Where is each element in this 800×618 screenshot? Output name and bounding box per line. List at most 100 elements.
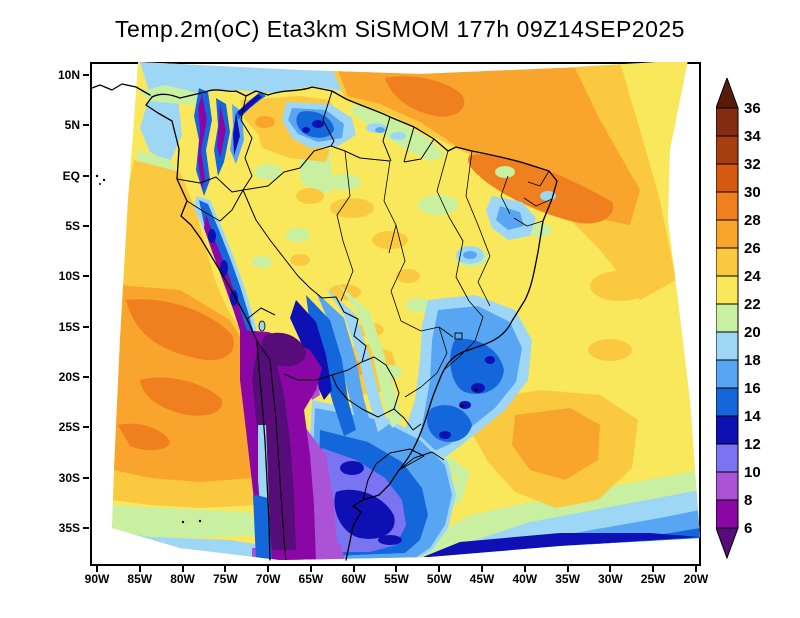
lon-tick-mark xyxy=(267,566,270,572)
colorbar-box-24-26 xyxy=(715,247,739,277)
lon-tick-mark xyxy=(694,566,697,572)
lon-tick-mark xyxy=(609,566,612,572)
lake-titicaca xyxy=(258,320,266,332)
lon-tick-label: 25W xyxy=(640,572,666,586)
sw-pacific-cool-bands xyxy=(112,505,268,560)
lon-tick-label: 80W xyxy=(170,572,195,586)
colorbar-label: 10 xyxy=(744,464,761,481)
lon-tick-mark xyxy=(438,566,441,572)
lat-tick-mark xyxy=(83,74,89,76)
colorbar-box-22-24 xyxy=(715,275,739,305)
lat-tick-label: 10S xyxy=(58,269,80,284)
reservoir-speck xyxy=(474,388,478,392)
lat-tick-mark xyxy=(83,376,89,379)
lon-tick-mark xyxy=(138,566,141,572)
lakes-and-islands xyxy=(95,174,478,524)
chart-title: Temp.2m(oC) Eta3km SiSMOM 177h 09Z14SEP2… xyxy=(115,16,685,42)
lon-tick-mark xyxy=(181,566,184,572)
lon-tick-mark xyxy=(481,566,484,572)
colorbar-box-20-22 xyxy=(715,303,739,333)
lon-tick-mark xyxy=(652,566,655,572)
colorbar-box-34-36 xyxy=(715,107,739,137)
lon-tick-mark xyxy=(395,566,398,572)
galapagos-islet xyxy=(95,174,99,178)
lon-tick-label: 55W xyxy=(384,572,409,586)
guiana-highlands-cool xyxy=(282,102,406,148)
reservoir-speck xyxy=(460,404,464,408)
lon-tick-label: 50W xyxy=(426,572,452,586)
colorbar-box-8-10 xyxy=(715,471,739,501)
pacific-islet xyxy=(198,519,202,523)
lat-tick-label: 5N xyxy=(64,118,80,133)
lat-tick-mark xyxy=(83,325,89,328)
lat-tick-mark xyxy=(83,124,89,127)
lon-tick-label: 85W xyxy=(127,572,153,586)
lat-tick-label: 30S xyxy=(58,470,80,485)
lon-tick-mark xyxy=(224,566,227,572)
lon-tick-label: 40W xyxy=(512,572,538,586)
lat-tick-label: 15S xyxy=(58,319,80,334)
colorbar-label: 18 xyxy=(744,352,761,369)
colorbar-label: 32 xyxy=(744,156,761,173)
colorbar-box-32-34 xyxy=(715,135,739,165)
colorbar-box-18-20 xyxy=(715,331,739,361)
lat-tick-label: EQ xyxy=(62,168,80,183)
lon-tick-label: 70W xyxy=(255,572,281,586)
colorbar-label: 34 xyxy=(744,128,761,145)
lon-tick-mark xyxy=(352,566,355,572)
colorbar-over-arrow xyxy=(715,76,739,109)
lon-tick-label: 20W xyxy=(683,572,709,586)
lon-tick-label: 35W xyxy=(555,572,580,586)
colorbar-scale: 36 34 32 30 28 26 24 22 20 18 16 14 12 10 8 6 xyxy=(715,76,761,560)
chile-coastal-strip xyxy=(255,425,270,560)
lat-tick-label: 25S xyxy=(58,420,80,435)
colorbar-label: 12 xyxy=(744,436,761,453)
galapagos-islet xyxy=(99,183,101,185)
colorbar-box-26-28 xyxy=(715,219,739,249)
colorbar-label: 6 xyxy=(744,520,752,537)
colorbar-label: 30 xyxy=(744,184,761,201)
pampas-cold-pool xyxy=(308,400,456,560)
colorbar-label: 14 xyxy=(744,408,761,425)
lat-tick-mark xyxy=(83,225,89,228)
colorbar-label: 20 xyxy=(744,324,761,341)
lon-tick-mark xyxy=(566,566,569,572)
colorbar-box-14-16 xyxy=(715,387,739,417)
lat-tick-mark xyxy=(83,275,89,278)
colorbar-label: 8 xyxy=(744,492,752,509)
colorbar-box-30-32 xyxy=(715,163,739,193)
lat-tick-label: 20S xyxy=(58,370,80,385)
colorbar-label: 24 xyxy=(744,268,761,285)
lat-tick-label: 5S xyxy=(65,219,80,234)
colorbar: 36 34 32 30 28 26 24 22 20 18 16 14 12 10 8 6 xyxy=(715,76,800,560)
lon-tick-label: 75W xyxy=(212,572,238,586)
colorbar-label: 36 xyxy=(744,100,761,117)
map-frame xyxy=(90,62,701,566)
north-atlantic-warm xyxy=(330,62,676,361)
lon-tick-label: 60W xyxy=(341,572,367,586)
country-borders xyxy=(176,90,445,561)
lon-tick-mark xyxy=(96,566,98,572)
lon-tick-mark xyxy=(309,566,312,572)
colorbar-under-arrow xyxy=(715,527,739,560)
colorbar-label: 28 xyxy=(744,212,761,229)
colorbar-label: 26 xyxy=(744,240,761,257)
lat-tick-mark xyxy=(83,174,89,177)
lat-tick-label: 10N xyxy=(57,68,80,82)
lat-tick-mark xyxy=(83,426,89,429)
admin-borders xyxy=(336,150,553,398)
colorbar-box-12-14 xyxy=(715,415,739,445)
colorbar-box-6-8 xyxy=(715,499,739,529)
colorbar-label: 16 xyxy=(744,380,761,397)
andes-east-fringe xyxy=(290,284,402,436)
lon-tick-mark xyxy=(523,566,526,572)
caribbean-cool-sea xyxy=(140,62,352,162)
lon-tick-label: 30W xyxy=(598,572,623,586)
colorbar-box-16-18 xyxy=(715,359,739,389)
lon-tick-label: 90W xyxy=(84,572,110,586)
pacific-islet xyxy=(181,520,185,524)
colorbar-label: 22 xyxy=(744,296,761,313)
lon-tick-label: 65W xyxy=(298,572,324,586)
temperature-map xyxy=(91,62,700,561)
lat-tick-mark xyxy=(83,527,89,530)
